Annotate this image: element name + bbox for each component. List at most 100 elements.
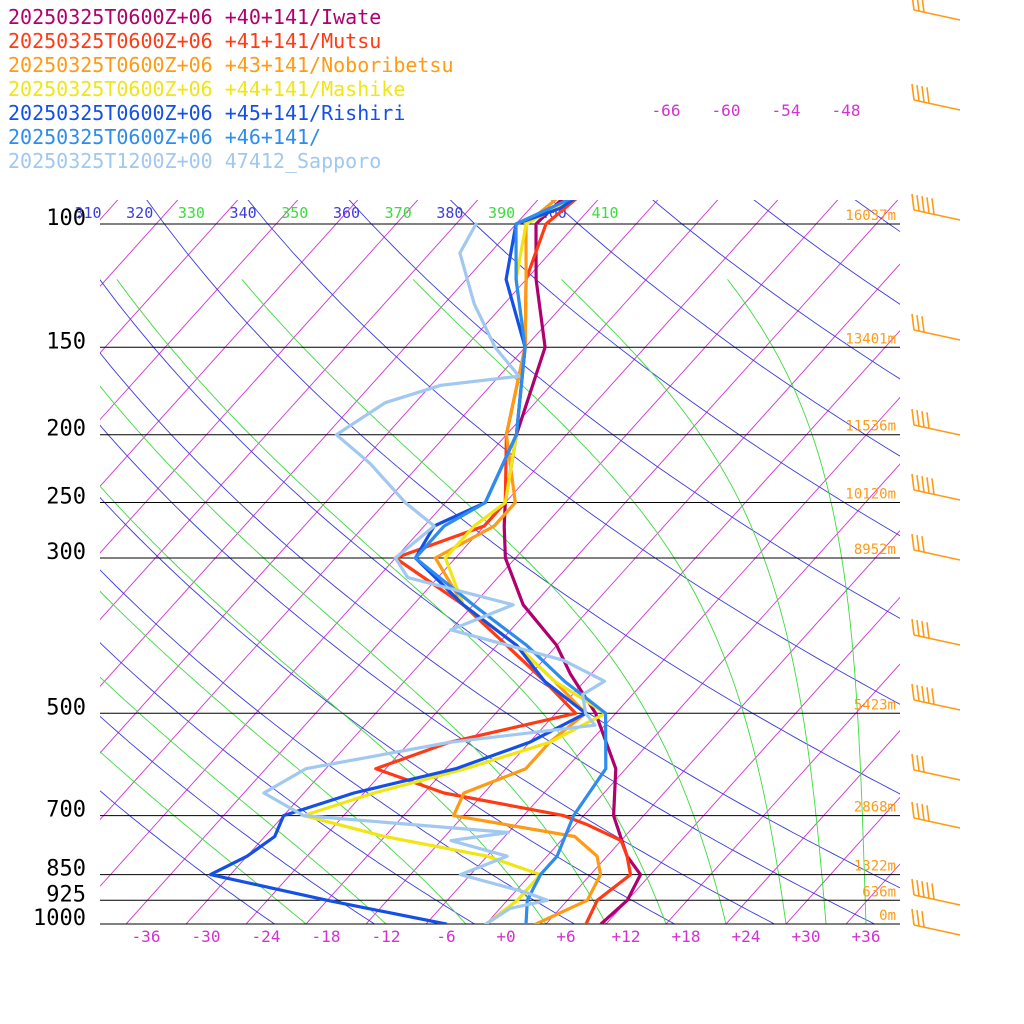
- temperature-tick-label: +12: [612, 927, 641, 946]
- theta-label: 320: [126, 204, 153, 222]
- profile-line: [208, 200, 588, 924]
- temperature-tick-label: +18: [672, 927, 701, 946]
- legend-entry: 20250325T0600Z+06 +45+141/Rishiri: [8, 101, 405, 125]
- isotherm-label: -60: [712, 101, 741, 120]
- dry-adiabat-line: [100, 642, 476, 924]
- temperature-tick-label: +36: [852, 927, 881, 946]
- temperature-tick-label: +30: [792, 927, 821, 946]
- temperature-axis: -36 -30 -24 -18 -12 -6 +0 +6 +12 +18 +24 +30 +36: [132, 927, 881, 946]
- legend-entry: 20250325T0600Z+06 +41+141/Mutsu: [8, 29, 381, 53]
- dry-adiabat-line: [449, 200, 900, 537]
- wind-barb: [911, 683, 961, 711]
- wind-barb: [911, 618, 961, 646]
- legend-entry: 20250325T0600Z+06 +46+141/: [8, 125, 321, 149]
- temperature-tick-label: -6: [436, 927, 455, 946]
- isotherm-line: [100, 200, 479, 621]
- dry-adiabat-line: [100, 279, 900, 889]
- theta-label: 380: [436, 204, 463, 222]
- theta-label: 370: [385, 204, 412, 222]
- isotherm-line: [545, 530, 900, 924]
- temperature-tick-label: +6: [556, 927, 575, 946]
- isotherm-label: -66: [652, 101, 681, 120]
- moist-adiabat-lines: [100, 279, 867, 924]
- isobar-lines: [100, 223, 900, 925]
- wind-barb: [911, 408, 961, 436]
- theta-label: 340: [230, 204, 257, 222]
- height-label: 636m: [862, 884, 896, 900]
- theta-label: 310: [74, 204, 101, 222]
- isotherm-label: -54: [772, 101, 801, 120]
- profile-line: [262, 222, 607, 924]
- moist-adiabat-line: [100, 590, 467, 924]
- wind-barb: [911, 313, 961, 341]
- sounding-profiles: [208, 200, 643, 924]
- theta-label: 350: [281, 204, 308, 222]
- theta-label: 390: [488, 204, 515, 222]
- isotherm-line: [100, 200, 539, 687]
- height-labels: 16037m 13401m 11536m 10120m 8952m 5423m 2868m 1…: [845, 208, 896, 924]
- theta-label: 360: [333, 204, 360, 222]
- isotherm-line: [785, 796, 900, 924]
- temperature-tick-label: -30: [192, 927, 221, 946]
- isotherm-line: [485, 463, 900, 924]
- theta-label: 410: [591, 204, 618, 222]
- legend: 20250325T0600Z+06 +40+141/Iwate20250325T…: [8, 5, 454, 173]
- height-label: 0m: [879, 908, 896, 924]
- pressure-label: 250: [46, 485, 86, 510]
- dry-adiabat-line: [100, 424, 776, 924]
- isotherm-line: [100, 200, 239, 354]
- height-label: 13401m: [845, 331, 896, 347]
- temperature-tick-label: -36: [132, 927, 161, 946]
- moist-adiabat-line: [412, 279, 787, 924]
- isotherm-line: [365, 330, 900, 924]
- dry-adiabat-line: [100, 496, 676, 924]
- isotherm-labels: -66 -60 -54 -48: [652, 101, 861, 120]
- isotherm-line: [100, 200, 359, 487]
- dry-adiabat-line: [100, 715, 376, 924]
- dry-adiabat-line: [348, 200, 900, 619]
- profile-line: [413, 200, 608, 924]
- moist-adiabat-line: [561, 279, 827, 924]
- wind-barb: [911, 753, 961, 781]
- legend-entry: 20250325T0600Z+06 +40+141/Iwate: [8, 5, 381, 29]
- legend-entry: 20250325T1200Z+00 47412_Sapporo: [8, 149, 381, 173]
- wind-barb: [911, 193, 961, 221]
- pressure-label: 700: [46, 798, 86, 823]
- legend-entry: 20250325T0600Z+06 +43+141/Noboribetsu: [8, 53, 454, 77]
- isotherm-label: -48: [832, 101, 861, 120]
- height-label: 11536m: [845, 419, 896, 435]
- isotherm-line: [100, 200, 419, 554]
- isotherm-line: [125, 200, 779, 924]
- wind-barbs: [911, 0, 961, 936]
- height-label: 2868m: [854, 800, 896, 816]
- pressure-label: 100: [46, 206, 86, 231]
- height-label: 16037m: [845, 208, 896, 224]
- isotherm-line: [725, 730, 900, 924]
- profile-line: [374, 200, 633, 924]
- dry-adiabat-line: [247, 200, 900, 705]
- isotherm-line: [605, 596, 900, 924]
- dry-adiabat-line: [100, 352, 876, 924]
- height-label: 5423m: [854, 697, 896, 713]
- isotherm-line: [665, 663, 900, 924]
- isotherm-line: [100, 200, 719, 887]
- temperature-tick-label: +24: [732, 927, 761, 946]
- moist-adiabat-line: [727, 279, 867, 924]
- isotherm-line: [245, 200, 899, 924]
- moist-adiabat-line: [116, 279, 667, 924]
- wind-barb: [911, 533, 961, 561]
- pressure-label: 500: [46, 695, 86, 720]
- moist-adiabat-line: [100, 676, 387, 924]
- dry-adiabat-line: [100, 790, 276, 924]
- height-label: 1322m: [854, 859, 896, 875]
- height-label: 10120m: [845, 487, 896, 503]
- wind-barb: [911, 908, 961, 936]
- moist-adiabat-line: [100, 385, 607, 924]
- legend-entry: 20250325T0600Z+06 +44+141/Mashike: [8, 77, 405, 101]
- wind-barb: [911, 83, 961, 111]
- isotherm-line: [305, 263, 900, 924]
- isotherm-line: [100, 200, 659, 821]
